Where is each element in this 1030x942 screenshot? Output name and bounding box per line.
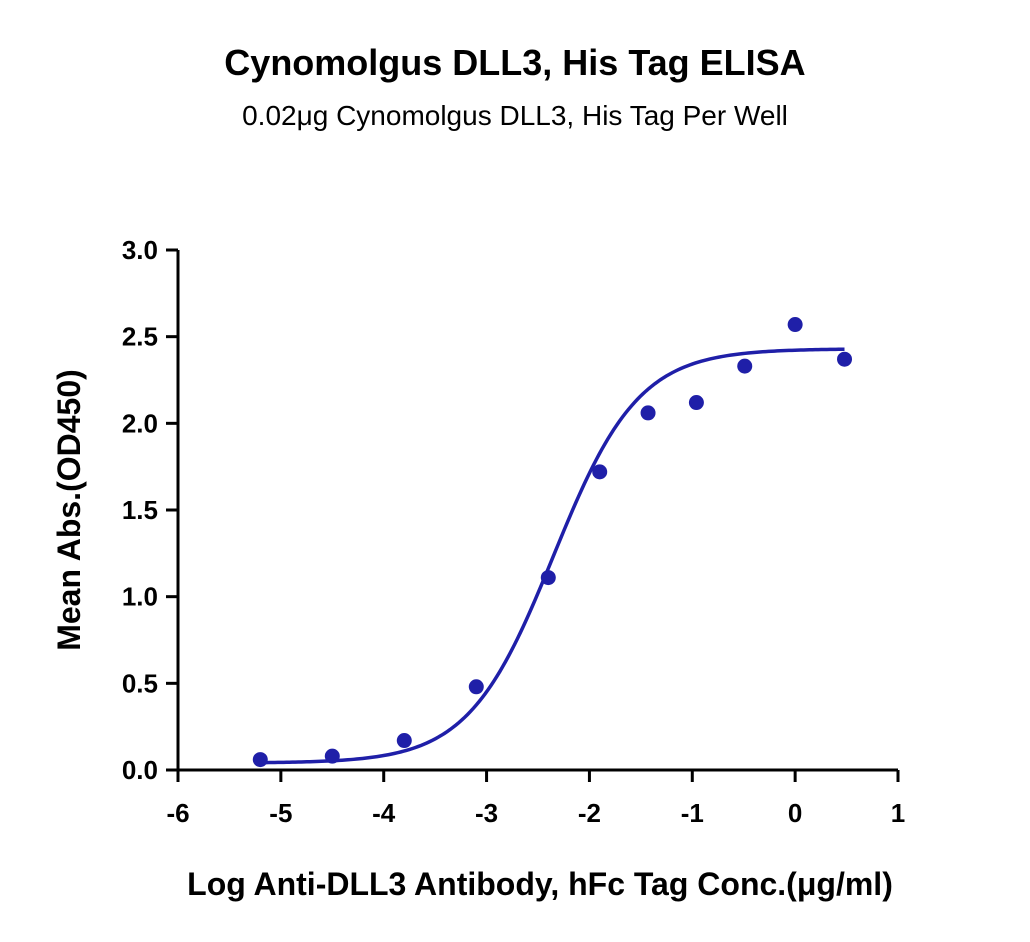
- x-tick-label: -2: [578, 798, 601, 828]
- y-tick-label: 3.0: [122, 235, 158, 265]
- x-tick-label: -3: [475, 798, 498, 828]
- y-tick-label: 1.0: [122, 582, 158, 612]
- fit-curve: [260, 347, 845, 765]
- y-tick-label: 1.5: [122, 495, 158, 525]
- chart-title: Cynomolgus DLL3, His Tag ELISA: [224, 42, 806, 83]
- x-tick-label: -6: [166, 798, 189, 828]
- x-tick-label: 1: [891, 798, 905, 828]
- x-tick-label: -4: [372, 798, 396, 828]
- data-point: [787, 317, 803, 333]
- data-point: [688, 395, 704, 411]
- y-tick-label: 0.0: [122, 755, 158, 785]
- axes: -6 -5 -4 -3 -2 -1 0 1 0.0 0.5 1.0 1.5 2.0 2.5 3.0: [122, 235, 905, 828]
- x-tick-label: -5: [269, 798, 292, 828]
- y-tick-label: 0.5: [122, 668, 158, 698]
- data-point: [837, 351, 853, 367]
- fit-curve-layer: [260, 347, 845, 765]
- chart-subtitle: 0.02μg Cynomolgus DLL3, His Tag Per Well: [242, 100, 788, 131]
- data-point: [468, 679, 484, 695]
- data-point: [540, 570, 556, 586]
- data-point: [592, 464, 608, 480]
- data-points-layer: [252, 317, 853, 768]
- y-tick-label: 2.5: [122, 322, 158, 352]
- data-point: [252, 752, 268, 768]
- x-axis-label: Log Anti-DLL3 Antibody, hFc Tag Conc.(μg…: [187, 866, 893, 902]
- data-point: [640, 405, 656, 421]
- y-axis-label: Mean Abs.(OD450): [51, 369, 87, 651]
- y-tick-label: 2.0: [122, 408, 158, 438]
- data-point: [737, 358, 753, 374]
- x-tick-label: 0: [788, 798, 802, 828]
- data-point: [396, 733, 412, 749]
- x-tick-label: -1: [681, 798, 704, 828]
- data-point: [324, 748, 340, 764]
